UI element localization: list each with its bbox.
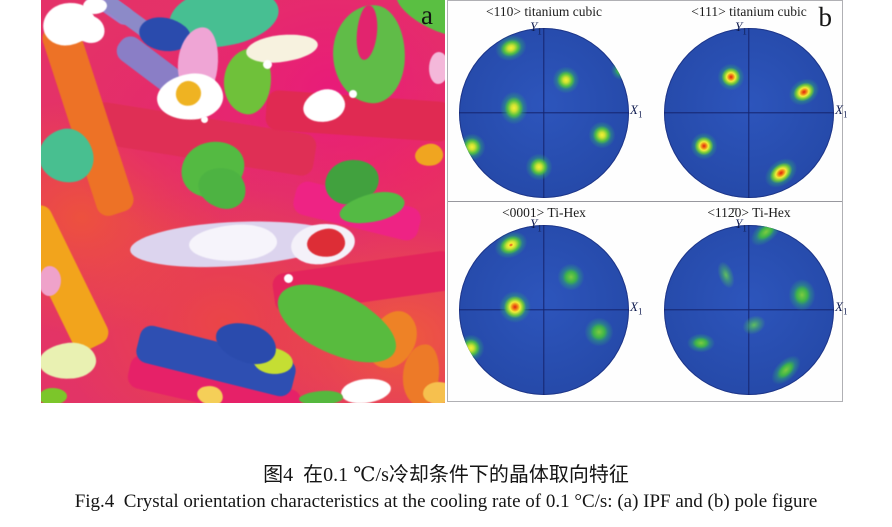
pole-density-spot [499,291,531,323]
x-axis-label: X1 [835,102,848,120]
caption-english: Fig.4 Crystal orientation characteristic… [74,491,818,512]
x-axis-label: X1 [835,299,848,317]
pole-figure-circle [664,28,834,198]
ipf-grain [41,388,67,403]
pole-figure-title: <110> titanium cubic [486,4,602,19]
x-axis-label: X1 [630,299,643,317]
pole-density-spot [584,317,614,347]
panel-a-label: a [421,0,433,30]
pole-density-spot [557,263,585,291]
ipf-grain [339,376,393,403]
pole-density-spot [490,226,532,264]
pole-density-spot [525,153,553,181]
ipf-grain [83,0,107,14]
pole-density-spot [788,279,816,311]
density-spot-layer [664,225,834,395]
pole-density-spot [766,350,806,390]
pole-figure-circle [459,28,629,198]
y-axis-label: Y1 [735,216,747,234]
pole-density-spot [714,259,738,291]
density-spot-layer [664,28,834,198]
ipf-grain [423,382,445,403]
pole-density-spot [500,91,528,125]
y-axis-label: Y1 [735,19,747,37]
ipf-grain [263,60,272,69]
pole-density-spot [588,121,616,149]
y-axis-line [543,225,545,395]
ipf-grain [413,141,445,169]
ipf-grain [201,116,208,123]
ipf-grain [41,266,61,296]
pole-figure-circle [664,225,834,395]
pole-density-spot [739,311,769,339]
pole-figure-panel: b <110> titanium cubic Y1 X1 <111> titan… [447,0,847,402]
pole-density-spot [759,152,803,194]
pole-density-spot [459,133,486,161]
x-axis-label: X1 [630,102,643,120]
pole-figure-title: <111> titanium cubic [691,4,807,19]
y-axis-line [748,225,750,395]
ipf-grain [284,274,293,283]
pole-density-spot [552,66,580,94]
y-axis-label: Y1 [530,216,542,234]
pole-figure-title: <112̄0> Ti-Hex [707,205,791,220]
pole-figure-1: <111> titanium cubic Y1 X1 [664,4,847,198]
pole-density-spot [745,225,787,252]
pole-density-spot [783,73,825,111]
pole-figure-circle [459,225,629,395]
panel-b-label: b [818,2,833,32]
pole-density-spot [459,334,485,362]
ipf-map-panel: a [41,0,445,403]
pole-density-spot [491,30,531,66]
density-spot-layer [459,225,629,395]
ipf-grain [298,389,344,403]
y-axis-line [543,28,545,198]
pole-density-spot [690,132,718,160]
density-spot-layer [459,28,629,198]
pole-figure-0: <110> titanium cubic Y1 X1 [459,4,642,198]
ipf-grain [429,52,445,84]
panel-divider-line [448,201,842,202]
ipf-grain [349,90,357,98]
pole-density-spot [687,333,715,353]
y-axis-label: Y1 [530,19,542,37]
pole-figure-3: <112̄0> Ti-Hex Y1 X1 [664,205,847,395]
pole-density-spot [611,60,629,80]
pole-figure-2: <0001> Ti-Hex Y1 X1 [459,205,642,395]
caption-chinese: 图4 在0.1 ℃/s冷却条件下的晶体取向特征 [263,464,629,486]
y-axis-line [748,28,750,198]
pole-density-spot [717,63,745,91]
pole-figure-title: <0001> Ti-Hex [502,205,586,220]
